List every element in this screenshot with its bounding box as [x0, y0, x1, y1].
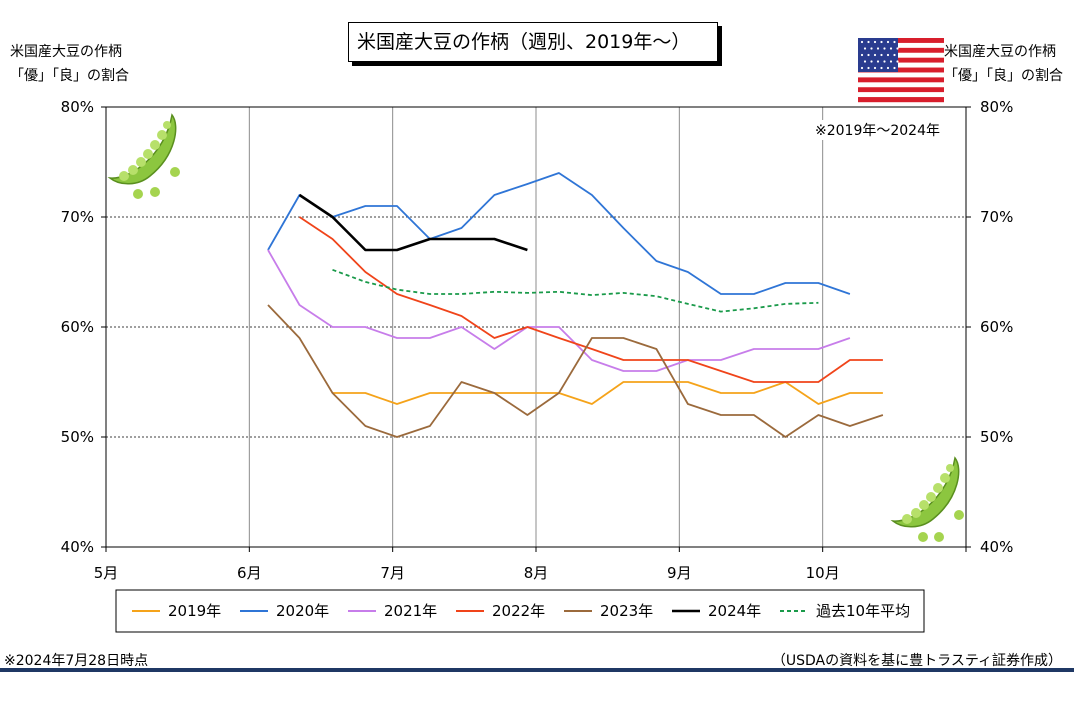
x-tick-label: 10月	[806, 564, 840, 582]
series-line	[267, 249, 851, 372]
flag-star	[860, 66, 864, 70]
flag-star	[863, 60, 867, 63]
flag-star	[886, 66, 890, 70]
flag-star	[860, 53, 864, 57]
flag-star	[873, 53, 877, 57]
legend-label: 2020年	[276, 602, 329, 620]
legend-label: 2024年	[708, 602, 761, 620]
flag-star	[860, 40, 864, 44]
right-axis-label: 米国産大豆の作柄 「優」「良」の割合	[944, 40, 1063, 88]
y-tick-label-left: 50%	[61, 428, 94, 446]
y-tick-label-left: 70%	[61, 208, 94, 226]
decorations	[107, 38, 964, 542]
flag-star	[893, 53, 896, 57]
series-line	[267, 304, 884, 438]
flag-stripe	[858, 92, 944, 98]
y-tick-label-right: 70%	[980, 208, 1013, 226]
y-tick-label-right: 40%	[980, 538, 1013, 556]
flag-star	[889, 60, 893, 63]
flag-stripe	[858, 57, 944, 63]
flag-star	[886, 40, 890, 44]
flag-stripe	[858, 77, 944, 83]
axes: 40% 40% 50% 50% 60% 60% 70% 70% 80% 80% 5月 6月 7月 8月 9月…	[61, 98, 1014, 582]
flag-stripe	[858, 62, 944, 68]
legend-label: 2023年	[600, 602, 653, 620]
flag-stripe	[858, 67, 944, 73]
x-tick-label: 6月	[237, 564, 262, 582]
flag-star	[873, 40, 877, 44]
flag-stripe	[858, 72, 944, 78]
y-tick-label-right: 80%	[980, 98, 1013, 116]
flag-star	[893, 66, 896, 70]
series-line	[332, 268, 819, 313]
bottom-rule	[0, 668, 1074, 672]
series-line	[299, 216, 883, 383]
series-line	[332, 381, 883, 405]
flag-star	[863, 47, 867, 50]
left-axis-label: 米国産大豆の作柄 「優」「良」の割合	[10, 40, 129, 88]
left-axis-label-line2: 「優」「良」の割合	[10, 68, 129, 84]
right-axis-label-line2: 「優」「良」の割合	[944, 68, 1063, 84]
chart-title: 米国産大豆の作柄（週別、2019年～）	[348, 22, 718, 62]
y-tick-label-right: 60%	[980, 318, 1013, 336]
legend-label: 2022年	[492, 602, 545, 620]
pea-pod-icon	[890, 456, 964, 542]
x-tick-label: 5月	[94, 564, 119, 582]
x-tick-label: 9月	[667, 564, 692, 582]
as-of-note: ※2024年7月28日時点	[4, 653, 149, 669]
pea-pod-icon	[107, 113, 180, 199]
flag-star	[867, 66, 870, 70]
flag-star	[867, 53, 870, 57]
flag-star	[876, 60, 880, 63]
flag-stripe	[858, 87, 944, 93]
us-flag-icon	[858, 38, 944, 103]
flag-star	[880, 66, 883, 70]
series-line	[298, 193, 528, 252]
period-note: ※2019年～2024年	[815, 120, 940, 140]
source-note: （USDAの資料を基に豊トラスティ証券作成）	[771, 653, 1062, 669]
y-tick-label-left: 80%	[61, 98, 94, 116]
flag-stripe	[858, 42, 944, 49]
legend: 2019年 2020年 2021年 2022年 2023年 2024年 過去10年平均	[115, 589, 925, 633]
flag-stripe	[858, 82, 944, 88]
flag-star	[873, 66, 877, 70]
flag-star	[870, 47, 873, 50]
series-line	[267, 172, 851, 295]
flag-star	[867, 40, 870, 44]
flag-star	[886, 53, 890, 57]
y-tick-label-right: 50%	[980, 428, 1013, 446]
flag-stripe	[858, 52, 944, 58]
y-tick-label-left: 40%	[61, 538, 94, 556]
y-tick-label-left: 60%	[61, 318, 94, 336]
flag-stripe	[858, 47, 944, 53]
flag-star	[889, 47, 893, 50]
x-tick-label: 7月	[380, 564, 405, 582]
series-lines	[267, 172, 884, 438]
x-tick-label: 8月	[524, 564, 549, 582]
legend-label: 2019年	[168, 602, 221, 620]
flag-star	[876, 47, 880, 50]
flag-star	[883, 47, 886, 50]
flag-stripe	[858, 38, 944, 44]
left-axis-label-line1: 米国産大豆の作柄	[10, 44, 122, 60]
flag-stripe	[858, 97, 944, 103]
flag-star	[896, 47, 899, 50]
flag-star	[880, 40, 883, 44]
flag-star	[896, 60, 899, 63]
flag-star	[870, 60, 873, 63]
legend-label: 過去10年平均	[816, 602, 910, 620]
flag-star	[893, 40, 896, 44]
flag-star	[880, 53, 883, 57]
right-axis-label-line1: 米国産大豆の作柄	[944, 44, 1056, 60]
legend-label: 2021年	[384, 602, 437, 620]
flag-star	[883, 60, 886, 63]
